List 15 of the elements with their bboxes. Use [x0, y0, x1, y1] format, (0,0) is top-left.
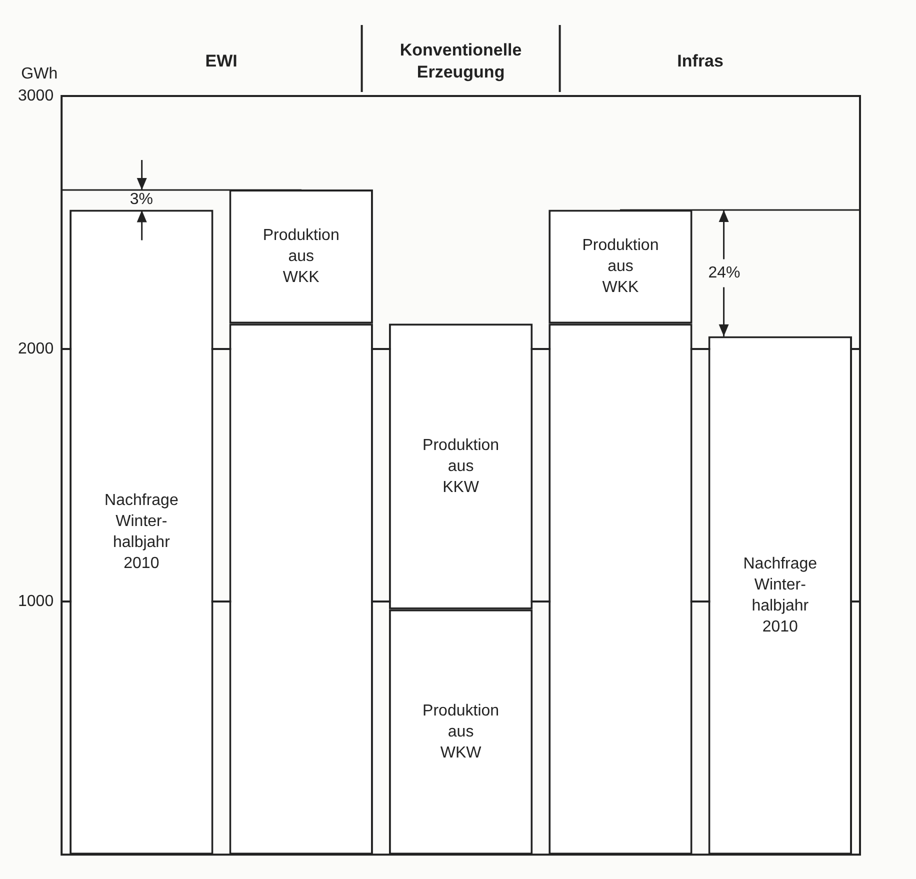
series-label: Nachfrage Winter-halbjahr 2010 [743, 555, 818, 636]
series-label: Produktion aus WKK [582, 237, 659, 296]
series-label: Produktion aus WKW [422, 702, 500, 762]
text: Produktion aus WKK [262, 226, 340, 286]
text: Infras [677, 52, 724, 71]
text: Konventionelle Erzeugung [400, 40, 522, 82]
series-label: Produktion aus KKW [422, 436, 500, 496]
y-tick-label: 1000 [18, 593, 54, 610]
annotation: 3% [130, 191, 153, 208]
text: Nachfrage Winter-halbjahr 2010 [104, 492, 178, 572]
y-axis-title: GWh [21, 65, 58, 82]
y-tick-label: 3000 [18, 87, 54, 104]
y-tick-label: 2000 [18, 340, 54, 358]
annotation: 24% [708, 264, 740, 282]
text: EWI [205, 52, 238, 71]
